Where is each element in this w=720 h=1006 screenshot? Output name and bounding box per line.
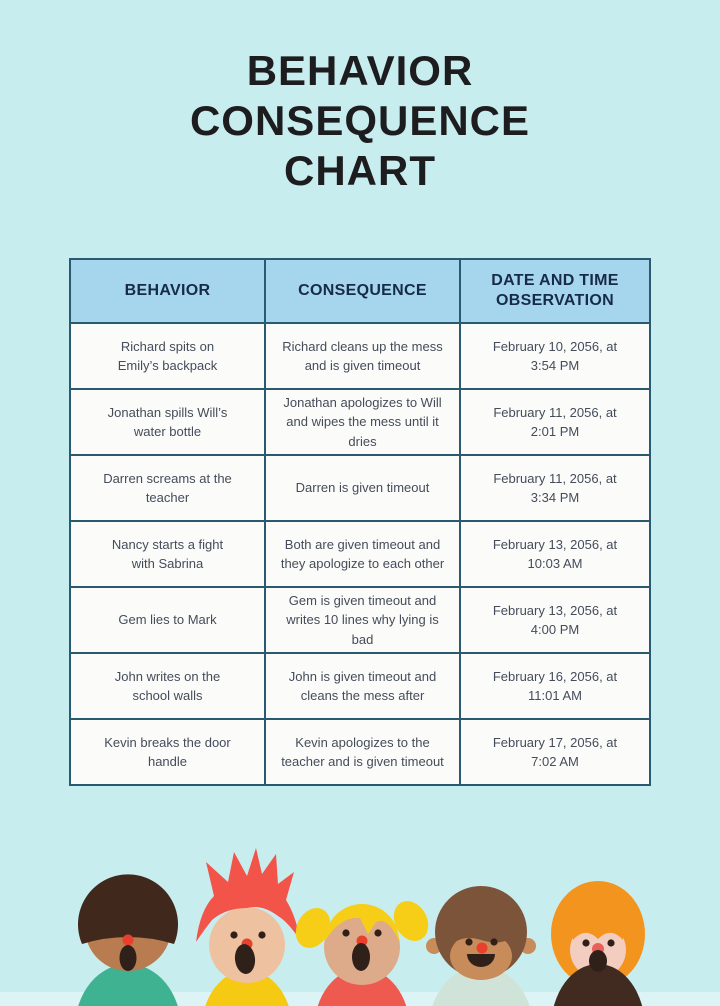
table-row: Jonathan spills Will’s water bottle Jona… [69, 388, 651, 456]
cell-consequence: John is given timeout and cleans the mes… [264, 652, 461, 720]
child-illustration-2 [196, 848, 300, 1006]
child-illustration-1 [78, 874, 178, 1006]
cell-consequence: Jonathan apologizes to Will and wipes th… [264, 388, 461, 456]
column-header-behavior: BEHAVIOR [69, 258, 266, 324]
children-illustration [78, 848, 645, 1006]
table-row: John writes on the school walls John is … [69, 652, 651, 720]
behavior-consequence-table: BEHAVIOR CONSEQUENCE DATE AND TIME OBSER… [69, 258, 651, 786]
cell-observation: February 11, 2056, at 2:01 PM [459, 388, 651, 456]
column-header-consequence: CONSEQUENCE [264, 258, 461, 324]
child-illustration-3 [295, 900, 429, 1006]
cell-consequence: Darren is given timeout [264, 454, 461, 522]
cell-behavior: Nancy starts a fight with Sabrina [69, 520, 266, 588]
cell-consequence: Richard cleans up the mess and is given … [264, 322, 461, 390]
cell-behavior: Gem lies to Mark [69, 586, 266, 654]
cell-behavior: Darren screams at the teacher [69, 454, 266, 522]
cell-behavior: Jonathan spills Will’s water bottle [69, 388, 266, 456]
cell-consequence: Both are given timeout and they apologiz… [264, 520, 461, 588]
child-illustration-5 [551, 881, 645, 1006]
cell-observation: February 11, 2056, at 3:34 PM [459, 454, 651, 522]
cell-behavior: Richard spits on Emily’s backpack [69, 322, 266, 390]
page-title-line-1: BEHAVIOR [246, 47, 474, 94]
page-title-line-3: CHART [284, 147, 436, 194]
column-header-date-time-observation: DATE AND TIME OBSERVATION [459, 258, 651, 324]
cell-observation: February 16, 2056, at 11:01 AM [459, 652, 651, 720]
table-row: Nancy starts a fight with Sabrina Both a… [69, 520, 651, 588]
cell-observation: February 13, 2056, at 4:00 PM [459, 586, 651, 654]
page-title: BEHAVIOR CONSEQUENCE CHART [0, 0, 720, 196]
cell-behavior: Kevin breaks the door handle [69, 718, 266, 786]
table-row: Darren screams at the teacher Darren is … [69, 454, 651, 522]
table-row: Kevin breaks the door handle Kevin apolo… [69, 718, 651, 786]
cell-consequence: Kevin apologizes to the teacher and is g… [264, 718, 461, 786]
page-title-line-2: CONSEQUENCE [189, 97, 531, 144]
cell-behavior: John writes on the school walls [69, 652, 266, 720]
cell-observation: February 10, 2056, at 3:54 PM [459, 322, 651, 390]
table-row: Richard spits on Emily’s backpack Richar… [69, 322, 651, 390]
cell-observation: February 17, 2056, at 7:02 AM [459, 718, 651, 786]
table-row: Gem lies to Mark Gem is given timeout an… [69, 586, 651, 654]
header-row: BEHAVIOR CONSEQUENCE DATE AND TIME OBSER… [69, 258, 651, 324]
child-illustration-4 [426, 886, 536, 1006]
cell-consequence: Gem is given timeout and writes 10 lines… [264, 586, 461, 654]
cell-observation: February 13, 2056, at 10:03 AM [459, 520, 651, 588]
